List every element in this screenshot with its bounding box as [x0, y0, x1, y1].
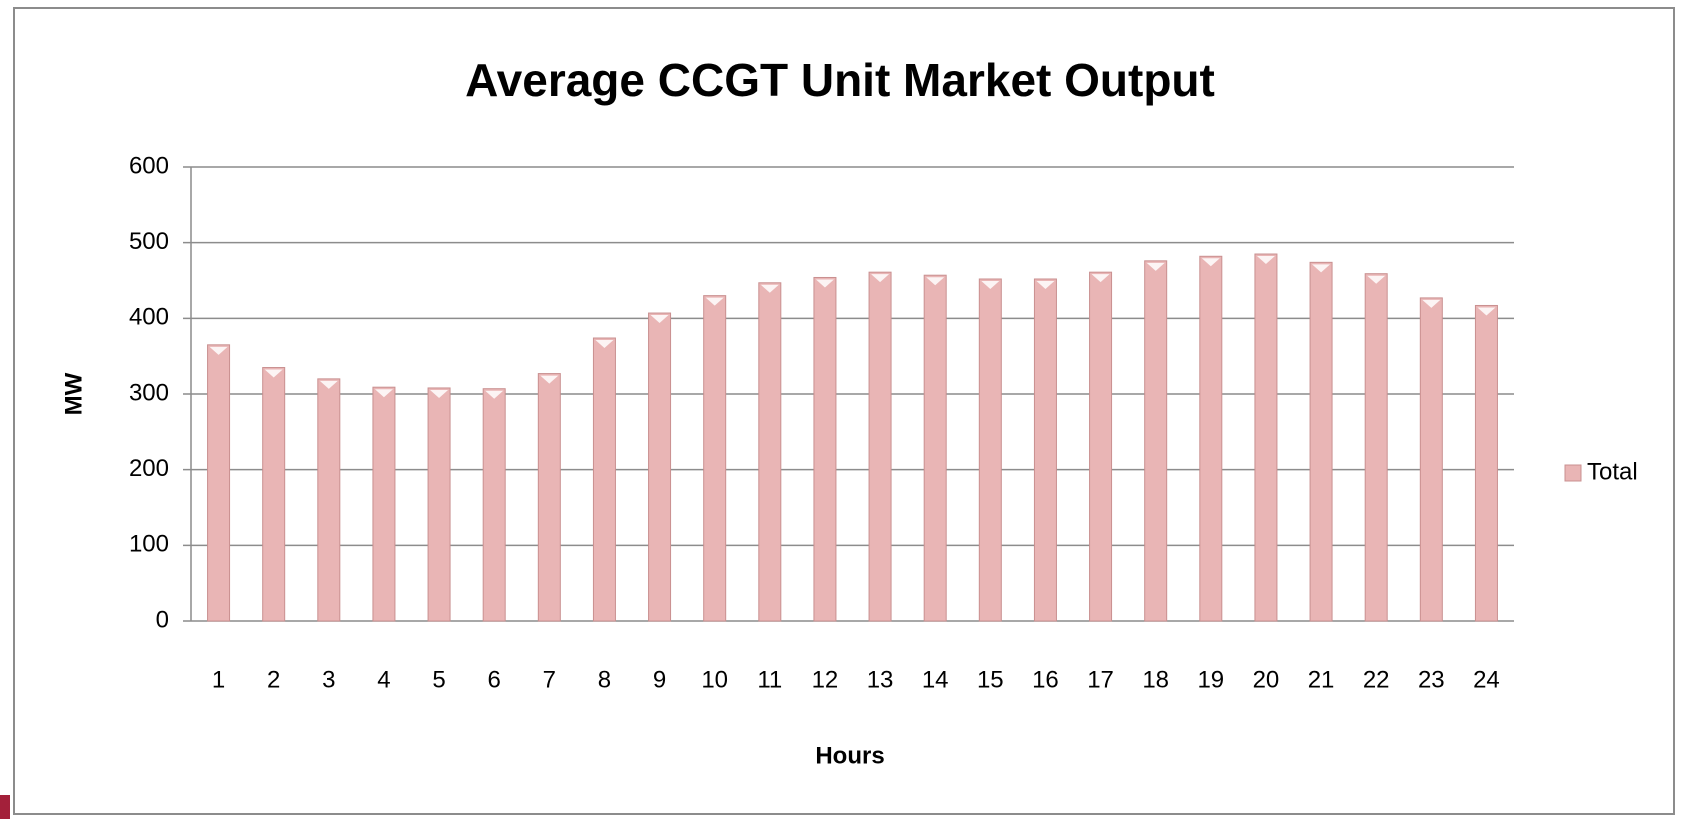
x-tick-label: 18 — [1142, 666, 1169, 693]
x-tick-label: 1 — [212, 666, 225, 693]
bar — [1474, 304, 1498, 622]
y-tick-label: 0 — [156, 606, 169, 633]
y-tick-label: 200 — [129, 455, 169, 482]
bar — [758, 282, 782, 622]
bar — [372, 386, 396, 622]
y-tick-label: 100 — [129, 531, 169, 558]
x-tick-label: 22 — [1363, 666, 1390, 693]
x-tick-label: 11 — [757, 666, 782, 693]
x-tick-label: 24 — [1473, 666, 1500, 693]
chart-title: Average CCGT Unit Market Output — [465, 54, 1215, 106]
bar-bevel — [1036, 280, 1055, 289]
x-tick-label: 15 — [977, 666, 1004, 693]
bar — [482, 388, 506, 622]
x-tick-label: 10 — [701, 666, 728, 693]
bar-bevel — [1422, 299, 1441, 308]
bar-bevel — [1312, 264, 1331, 273]
bar — [923, 274, 947, 622]
bar-bevel — [264, 369, 283, 378]
bar — [1199, 255, 1223, 622]
x-tick-label: 20 — [1253, 666, 1280, 693]
x-tick-label: 7 — [543, 666, 556, 693]
x-tick-label: 12 — [812, 666, 839, 693]
bar — [1089, 271, 1113, 622]
y-tick-label: 300 — [129, 379, 169, 406]
bar-bevel — [374, 389, 393, 398]
bar — [262, 367, 286, 622]
bar — [813, 276, 837, 622]
x-tick-label: 3 — [322, 666, 335, 693]
bar-bevel — [760, 284, 779, 293]
x-tick-label: 17 — [1087, 666, 1114, 693]
y-tick-label: 500 — [129, 228, 169, 255]
bar — [427, 387, 451, 622]
bar — [703, 295, 727, 622]
x-tick-label: 2 — [267, 666, 280, 693]
bar — [1254, 253, 1278, 622]
bar-bevel — [430, 389, 449, 398]
y-axis-title: MW — [60, 372, 87, 415]
bar — [1033, 278, 1057, 622]
bar-bevel — [540, 375, 559, 384]
bar-bevel — [1201, 258, 1220, 267]
bar — [648, 312, 672, 622]
x-tick-label: 5 — [432, 666, 445, 693]
legend-swatch — [1564, 464, 1582, 482]
bar-bevel — [1256, 256, 1275, 265]
bar-bevel — [871, 274, 890, 283]
y-tick-label: 600 — [129, 152, 169, 179]
legend-label: Total — [1587, 458, 1638, 485]
bar-bevel — [815, 279, 834, 288]
x-tick-label: 8 — [598, 666, 611, 693]
bar-bevel — [926, 277, 945, 286]
x-tick-label: 21 — [1308, 666, 1335, 693]
corner-accent — [0, 795, 10, 819]
x-tick-label: 14 — [922, 666, 949, 693]
bar-bevel — [1477, 307, 1496, 316]
bar — [592, 337, 616, 622]
bar — [1364, 273, 1388, 622]
bar — [317, 378, 341, 622]
bar-bevel — [1367, 275, 1386, 284]
bar-bevel — [981, 280, 1000, 289]
x-tick-label: 13 — [867, 666, 894, 693]
x-tick-label: 4 — [377, 666, 390, 693]
bar — [207, 344, 231, 622]
bar-bevel — [705, 297, 724, 306]
bar-bevel — [319, 380, 338, 389]
x-tick-label: 9 — [653, 666, 666, 693]
bar — [1419, 297, 1443, 622]
bar-bevel — [1146, 262, 1165, 271]
y-tick-label: 400 — [129, 304, 169, 331]
bar-bevel — [485, 390, 504, 399]
x-tick-label: 19 — [1197, 666, 1224, 693]
bar — [978, 278, 1002, 622]
x-tick-label: 16 — [1032, 666, 1059, 693]
bar-bevel — [650, 315, 669, 324]
bar — [1309, 261, 1333, 622]
bar — [537, 373, 561, 622]
chart-frame — [13, 7, 1675, 815]
bar — [868, 271, 892, 622]
x-tick-label: 6 — [488, 666, 501, 693]
bar-bevel — [595, 340, 614, 349]
bar-bevel — [209, 346, 228, 355]
x-axis-title: Hours — [815, 742, 884, 769]
x-tick-label: 23 — [1418, 666, 1445, 693]
bar — [1144, 260, 1168, 622]
bar-bevel — [1091, 274, 1110, 283]
